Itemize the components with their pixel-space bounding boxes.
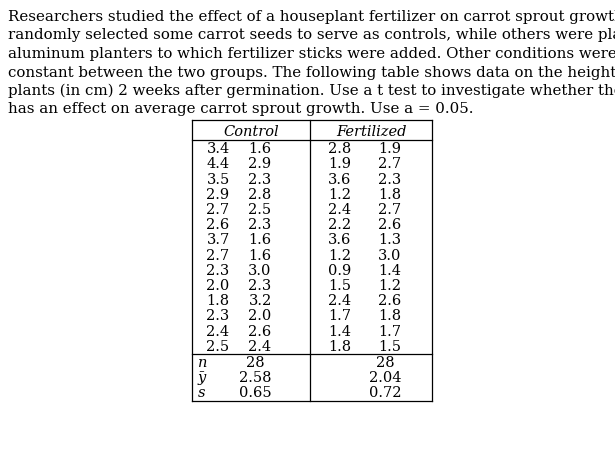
Text: 1.9: 1.9: [328, 158, 352, 171]
Text: 2.7: 2.7: [207, 248, 229, 262]
Text: 2.4: 2.4: [328, 294, 352, 308]
Text: 0.65: 0.65: [239, 386, 271, 400]
Text: 1.8: 1.8: [207, 294, 229, 308]
Text: 1.6: 1.6: [248, 233, 272, 248]
Text: Fertilized: Fertilized: [336, 125, 407, 139]
Text: 1.2: 1.2: [328, 188, 352, 202]
Text: 1.9: 1.9: [378, 142, 402, 156]
Text: 1.3: 1.3: [378, 233, 402, 248]
Text: 1.2: 1.2: [328, 248, 352, 262]
Text: 2.6: 2.6: [207, 218, 229, 232]
Text: 2.8: 2.8: [248, 188, 272, 202]
Text: 2.8: 2.8: [328, 142, 352, 156]
Text: 3.2: 3.2: [248, 294, 272, 308]
Text: 2.3: 2.3: [248, 279, 272, 293]
Text: 2.5: 2.5: [248, 203, 272, 217]
Text: 3.5: 3.5: [207, 172, 229, 186]
Text: 0.9: 0.9: [328, 264, 352, 278]
Text: 2.6: 2.6: [248, 324, 272, 338]
Text: 2.58: 2.58: [239, 371, 271, 385]
Text: constant between the two groups. The following table shows data on the heights o: constant between the two groups. The fol…: [8, 66, 615, 80]
Text: 2.9: 2.9: [248, 158, 272, 171]
Text: 3.0: 3.0: [248, 264, 272, 278]
Text: 28: 28: [376, 356, 394, 370]
Text: 2.5: 2.5: [207, 340, 229, 354]
Text: plants (in cm) 2 weeks after germination. Use a t test to investigate whether th: plants (in cm) 2 weeks after germination…: [8, 84, 615, 99]
Text: 0.72: 0.72: [369, 386, 401, 400]
Text: 2.4: 2.4: [207, 324, 229, 338]
Text: aluminum planters to which fertilizer sticks were added. Other conditions were h: aluminum planters to which fertilizer st…: [8, 47, 615, 61]
Text: 2.9: 2.9: [207, 188, 229, 202]
Text: 2.6: 2.6: [378, 218, 402, 232]
Text: 3.7: 3.7: [207, 233, 229, 248]
Text: 1.6: 1.6: [248, 248, 272, 262]
Text: 2.6: 2.6: [378, 294, 402, 308]
Text: ȳ: ȳ: [198, 371, 206, 385]
Text: 2.7: 2.7: [378, 203, 402, 217]
Text: n: n: [198, 356, 207, 370]
Text: 2.3: 2.3: [248, 172, 272, 186]
Text: 2.4: 2.4: [248, 340, 272, 354]
Text: 3.0: 3.0: [378, 248, 402, 262]
Text: 2.3: 2.3: [207, 309, 229, 323]
Text: Control: Control: [223, 125, 279, 139]
Text: 2.04: 2.04: [369, 371, 401, 385]
Text: 1.8: 1.8: [328, 340, 352, 354]
Text: 2.7: 2.7: [378, 158, 402, 171]
Text: 1.2: 1.2: [378, 279, 402, 293]
Text: 1.7: 1.7: [328, 309, 352, 323]
Text: s: s: [198, 386, 205, 400]
Text: 2.3: 2.3: [378, 172, 402, 186]
Text: 1.5: 1.5: [378, 340, 402, 354]
Text: 3.6: 3.6: [328, 172, 352, 186]
Text: 2.0: 2.0: [248, 309, 272, 323]
Text: 1.6: 1.6: [248, 142, 272, 156]
Text: 2.4: 2.4: [328, 203, 352, 217]
Text: Researchers studied the effect of a houseplant fertilizer on carrot sprout growt: Researchers studied the effect of a hous…: [8, 10, 615, 24]
Text: 2.3: 2.3: [207, 264, 229, 278]
Text: 3.6: 3.6: [328, 233, 352, 248]
Text: 3.4: 3.4: [207, 142, 229, 156]
Text: 2.2: 2.2: [328, 218, 352, 232]
Text: 2.7: 2.7: [207, 203, 229, 217]
Text: 28: 28: [245, 356, 264, 370]
Text: 1.4: 1.4: [378, 264, 402, 278]
Text: randomly selected some carrot seeds to serve as controls, while others were plan: randomly selected some carrot seeds to s…: [8, 28, 615, 42]
Text: 1.8: 1.8: [378, 309, 402, 323]
Text: 1.4: 1.4: [328, 324, 352, 338]
Text: 2.3: 2.3: [248, 218, 272, 232]
Text: 1.5: 1.5: [328, 279, 352, 293]
Text: 2.0: 2.0: [207, 279, 229, 293]
Text: has an effect on average carrot sprout growth. Use a = 0.05.: has an effect on average carrot sprout g…: [8, 103, 474, 117]
Text: 1.8: 1.8: [378, 188, 402, 202]
Text: 1.7: 1.7: [378, 324, 402, 338]
Text: 4.4: 4.4: [207, 158, 229, 171]
